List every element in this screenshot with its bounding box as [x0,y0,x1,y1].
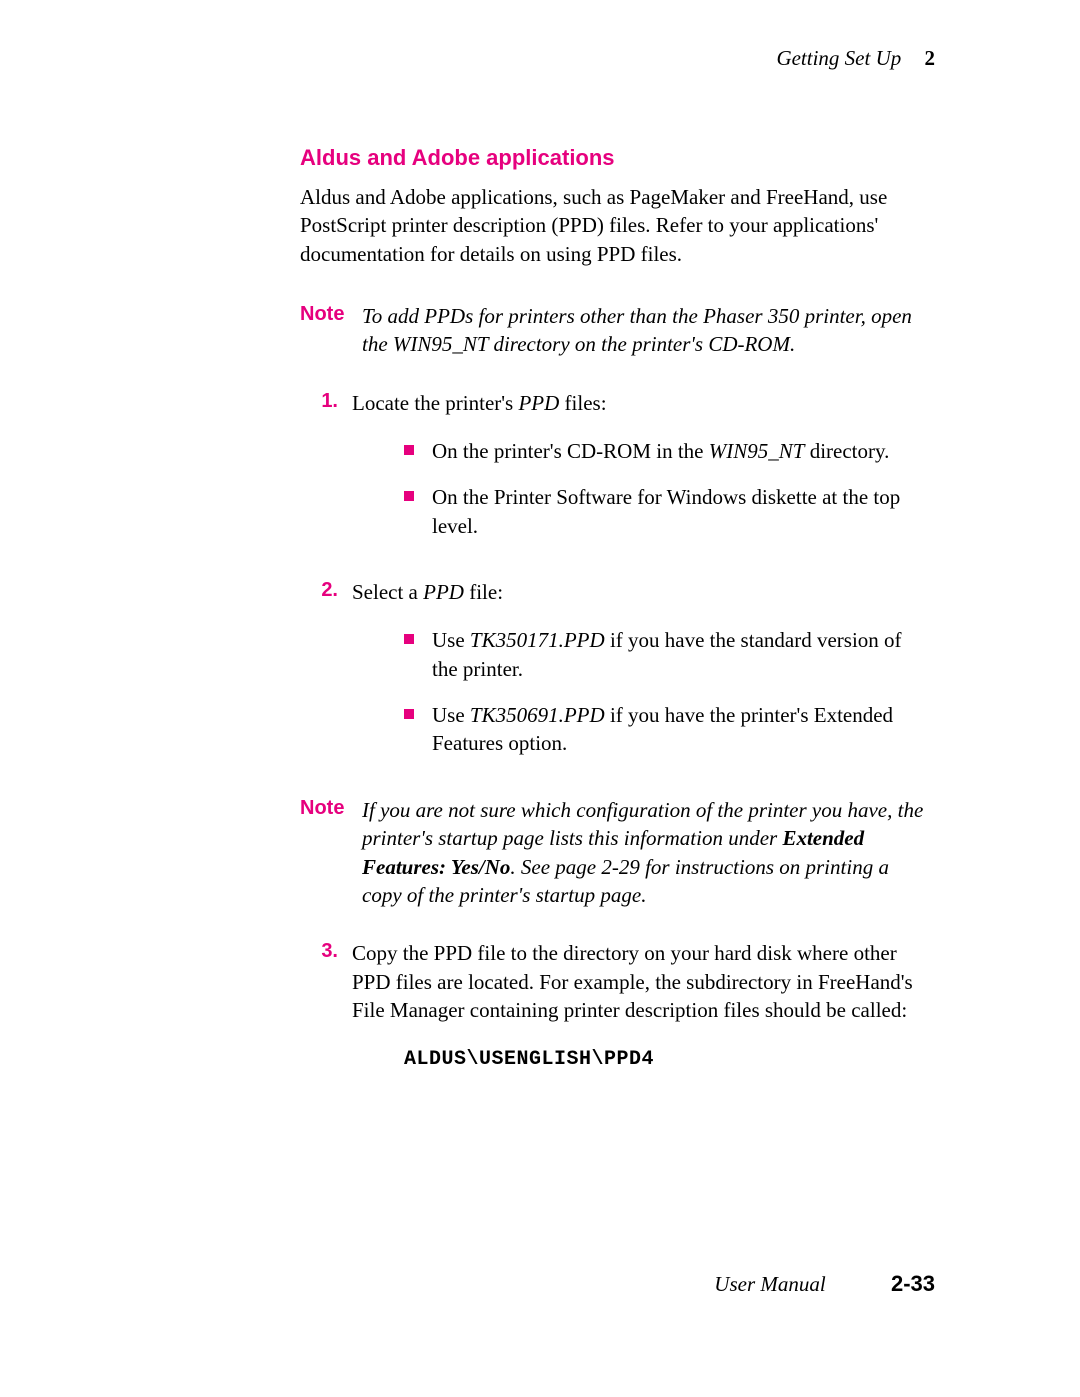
square-bullet-icon [404,445,414,455]
chapter-number: 2 [925,46,936,70]
sub-text-ital: WIN95_NT [709,439,805,463]
page-footer: User Manual 2-33 [714,1271,935,1297]
sub-text: Use [432,703,470,727]
step-text-ital: PPD [423,580,464,604]
square-bullet-icon [404,709,414,719]
step-text: files: [559,391,606,415]
note-label: Note [300,796,362,909]
step-marker: 3. [300,939,352,1073]
sub-text: Use [432,628,470,652]
step-body: Locate the printer's PPD files: On the p… [352,389,928,564]
sub-text-ital: TK350691.PPD [470,703,605,727]
page-content: Aldus and Adobe applications Aldus and A… [300,145,928,1087]
step-marker: 2. [300,578,352,782]
note-block: Note To add PPDs for printers other than… [300,302,928,359]
sub-text: directory. [804,439,889,463]
step-body: Select a PPD file: Use TK350171.PPD if y… [352,578,928,782]
step-body: Copy the PPD file to the directory on yo… [352,939,928,1073]
step-item: 2. Select a PPD file: Use TK350171.PPD i… [300,578,928,782]
doc-title: User Manual [714,1272,825,1296]
sub-text-ital: TK350171.PPD [470,628,605,652]
sub-list: On the printer's CD-ROM in the WIN95_NT … [352,437,928,540]
sub-item: Use TK350691.PPD if you have the printer… [404,701,928,758]
square-bullet-icon [404,491,414,501]
sub-body: Use TK350171.PPD if you have the standar… [432,626,928,683]
sub-list: Use TK350171.PPD if you have the standar… [352,626,928,757]
step-text: file: [464,580,503,604]
sub-item: On the Printer Software for Windows disk… [404,483,928,540]
note-body: If you are not sure which configuration … [362,796,928,909]
note-text: directory on the printer's CD-ROM. [488,332,795,356]
step-item: 1. Locate the printer's PPD files: On th… [300,389,928,564]
note-body: To add PPDs for printers other than the … [362,302,928,359]
page-header: Getting Set Up 2 [776,46,935,71]
code-path: ALDUS\USENGLISH\PPD4 [404,1046,928,1073]
step-item: 3. Copy the PPD file to the directory on… [300,939,928,1073]
note-block: Note If you are not sure which configura… [300,796,928,909]
note-label: Note [300,302,362,359]
step-text: Select a [352,580,423,604]
sub-item: Use TK350171.PPD if you have the standar… [404,626,928,683]
sub-body: On the Printer Software for Windows disk… [432,483,928,540]
intro-paragraph: Aldus and Adobe applications, such as Pa… [300,183,928,268]
step-text: Locate the printer's [352,391,518,415]
section-heading: Aldus and Adobe applications [300,145,928,171]
sub-text: On the printer's CD-ROM in the [432,439,709,463]
chapter-title: Getting Set Up [776,46,901,70]
page-number: 2-33 [891,1271,935,1296]
square-bullet-icon [404,634,414,644]
document-page: Getting Set Up 2 Aldus and Adobe applica… [0,0,1080,1397]
note-text: WIN95_NT [393,332,488,356]
step-text: Copy the PPD file to the directory on yo… [352,941,913,1022]
sub-body: Use TK350691.PPD if you have the printer… [432,701,928,758]
step-marker: 1. [300,389,352,564]
step-text-ital: PPD [518,391,559,415]
sub-body: On the printer's CD-ROM in the WIN95_NT … [432,437,928,465]
sub-item: On the printer's CD-ROM in the WIN95_NT … [404,437,928,465]
